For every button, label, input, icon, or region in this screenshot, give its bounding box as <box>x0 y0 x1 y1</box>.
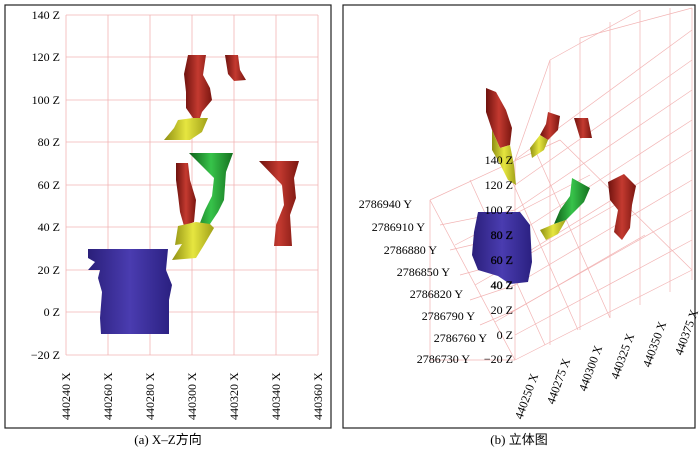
panel-b-y-tick: 2786790 Y <box>422 309 476 323</box>
red-orebody-small <box>225 55 246 81</box>
panel-b-y-tick: 2786940 Y <box>359 197 413 211</box>
panel-b-orebodies <box>472 88 636 284</box>
green-orebody <box>189 153 233 228</box>
red-orebody-3d-upper <box>486 88 512 148</box>
panel-b-z-axis: 140 Z 120 Z 100 Z 80 Z 60 Z 40 Z 20 Z 0 … <box>484 153 513 366</box>
red-orebody-right <box>259 161 299 246</box>
red-orebody-3d-small-a <box>540 112 560 140</box>
panel-b-z-tick: 140 Z <box>485 153 513 167</box>
panel-b-z-tick: 20 Z <box>491 303 513 317</box>
green-orebody-3d <box>554 178 590 224</box>
panel-b-y-tick: 2786820 Y <box>410 287 464 301</box>
panel-b-frame <box>342 4 696 429</box>
panel-b-y-axis: 2786940 Y 2786910 Y 2786880 Y 2786850 Y … <box>359 197 488 366</box>
yellow-orebody-lower <box>172 222 214 260</box>
panel-a-z-tick: 20 Z <box>38 263 60 277</box>
panel-b-y-tick: 2786850 Y <box>397 265 451 279</box>
red-orebody-3d-right <box>608 174 636 240</box>
panel-a-z-tick: 40 Z <box>38 220 60 234</box>
panel-b-z-tick: 120 Z <box>485 178 513 192</box>
panel-a-x-tick: 440260 X <box>101 372 115 420</box>
panel-a-z-tick: 100 Z <box>32 93 60 107</box>
panel-a-x-tick: 440280 X <box>143 372 157 420</box>
panel-a-x-tick: 440340 X <box>269 372 283 420</box>
panel-b-z-tick: 40 Z <box>491 278 513 292</box>
panel-b-y-tick: 2786730 Y <box>417 352 471 366</box>
panel-b-z-tick: 0 Z <box>497 328 513 342</box>
yellow-orebody-3d-lower <box>540 220 566 240</box>
panel-a-x-tick: 440240 X <box>59 372 73 420</box>
panel-a-frame <box>4 4 332 429</box>
yellow-orebody-3d-upper <box>492 130 516 185</box>
red-orebody-middle <box>176 163 196 226</box>
panel-b-grid <box>429 7 693 361</box>
panel-a-z-tick: 140 Z <box>32 8 60 22</box>
red-orebody-3d-small-b <box>574 118 592 138</box>
blue-orebody <box>88 249 172 334</box>
panel-a-caption: (a) X–Z方向 <box>134 432 202 447</box>
panel-b-y-tick: 2786880 Y <box>384 243 438 257</box>
panel-a-z-tick: 80 Z <box>38 135 60 149</box>
panel-a-x-tick: 440300 X <box>185 372 199 420</box>
panel-b-caption: (b) 立体图 <box>490 432 547 447</box>
panel-b-z-tick: 100 Z <box>485 203 513 217</box>
red-orebody-upper <box>184 55 212 118</box>
panel-a-orebodies <box>88 55 299 334</box>
panel-a-x-axis: 440240 X 440260 X 440280 X 440300 X 4403… <box>59 372 325 420</box>
panel-a: 140 Z 120 Z 100 Z 80 Z 60 Z 40 Z 20 Z 0 … <box>4 4 332 447</box>
panel-b: 2786940 Y 2786910 Y 2786880 Y 2786850 Y … <box>342 4 700 447</box>
panel-a-z-tick: −20 Z <box>31 348 60 362</box>
panel-a-z-axis: 140 Z 120 Z 100 Z 80 Z 60 Z 40 Z 20 Z 0 … <box>31 8 60 362</box>
panel-b-y-tick: 2786910 Y <box>372 220 426 234</box>
panel-a-x-tick: 440360 X <box>311 372 325 420</box>
panel-b-z-tick: −20 Z <box>484 352 513 366</box>
blue-orebody-3d <box>472 212 532 284</box>
panel-b-y-tick: 2786760 Y <box>434 331 488 345</box>
panel-b-z-tick: 60 Z <box>491 253 513 267</box>
panel-a-x-tick: 440320 X <box>227 372 241 420</box>
panel-a-z-tick: 120 Z <box>32 50 60 64</box>
yellow-orebody-upper <box>164 118 208 140</box>
panel-a-z-tick: 60 Z <box>38 178 60 192</box>
yellow-orebody-3d-small <box>530 135 548 158</box>
panel-a-z-tick: 0 Z <box>44 305 60 319</box>
panel-b-z-tick: 80 Z <box>491 228 513 242</box>
